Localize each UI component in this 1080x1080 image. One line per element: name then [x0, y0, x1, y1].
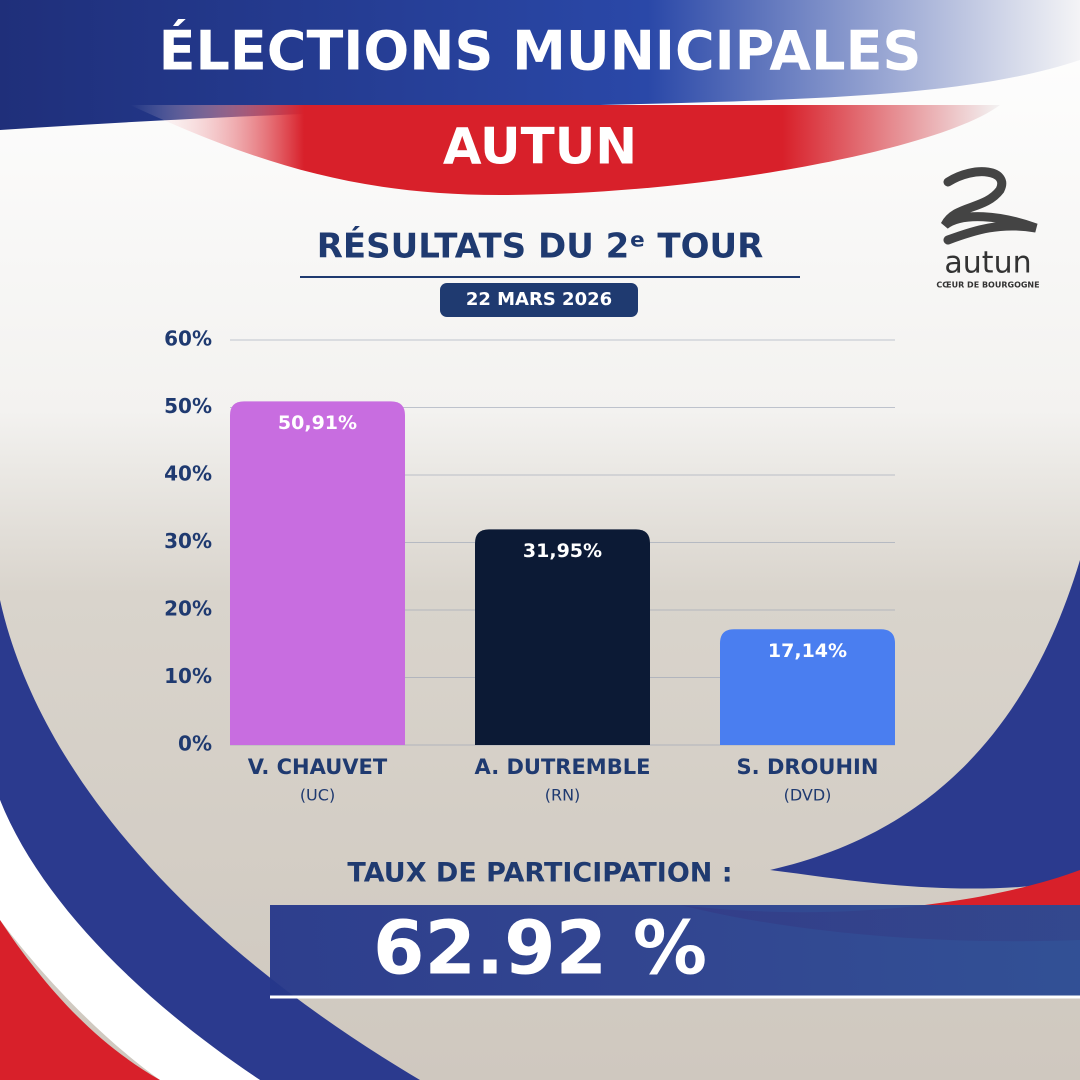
value-label: 50,91%	[278, 412, 357, 434]
header-title: ÉLECTIONS MUNICIPALES	[159, 20, 922, 83]
participation-label: TAUX DE PARTICIPATION :	[347, 858, 732, 889]
flag-swoosh-blue	[0, 600, 420, 1080]
chart-subtitle: 22 MARS 2026	[466, 289, 612, 310]
date-badge	[440, 283, 638, 317]
flag-swoosh-blue-right	[770, 560, 1080, 889]
x-tick-label: A. DUTREMBLE	[475, 755, 651, 779]
party-label: (DVD)	[784, 786, 832, 805]
y-tick-label: 10%	[164, 664, 212, 688]
bar	[230, 401, 405, 745]
y-tick-label: 60%	[164, 327, 212, 351]
y-tick-label: 30%	[164, 529, 212, 553]
y-tick-label: 0%	[178, 732, 212, 756]
bar	[720, 629, 895, 745]
party-label: (UC)	[300, 786, 335, 805]
logo-tagline: CŒUR DE BOURGOGNE	[936, 281, 1039, 290]
chart-title: RÉSULTATS DU 2ᵉ TOUR	[317, 226, 764, 267]
x-tick-label: V. CHAUVET	[248, 755, 388, 779]
y-tick-label: 20%	[164, 597, 212, 621]
y-tick-label: 40%	[164, 462, 212, 486]
participation-value: 62.92 %	[373, 906, 707, 992]
value-label: 31,95%	[523, 540, 602, 562]
flag-band-blue	[0, 0, 1080, 130]
participation-band	[270, 905, 1080, 997]
value-label: 17,14%	[768, 640, 847, 662]
x-tick-label: S. DROUHIN	[737, 755, 879, 779]
logo-mark	[940, 167, 1038, 245]
logo-name: autun	[944, 246, 1031, 281]
flag-swoosh-white	[0, 800, 260, 1080]
party-label: (RN)	[545, 786, 581, 805]
bar	[475, 529, 650, 745]
y-tick-label: 50%	[164, 394, 212, 418]
header-city: AUTUN	[443, 118, 637, 176]
flag-band-red	[130, 105, 1000, 195]
flag-swoosh-red	[0, 920, 160, 1080]
